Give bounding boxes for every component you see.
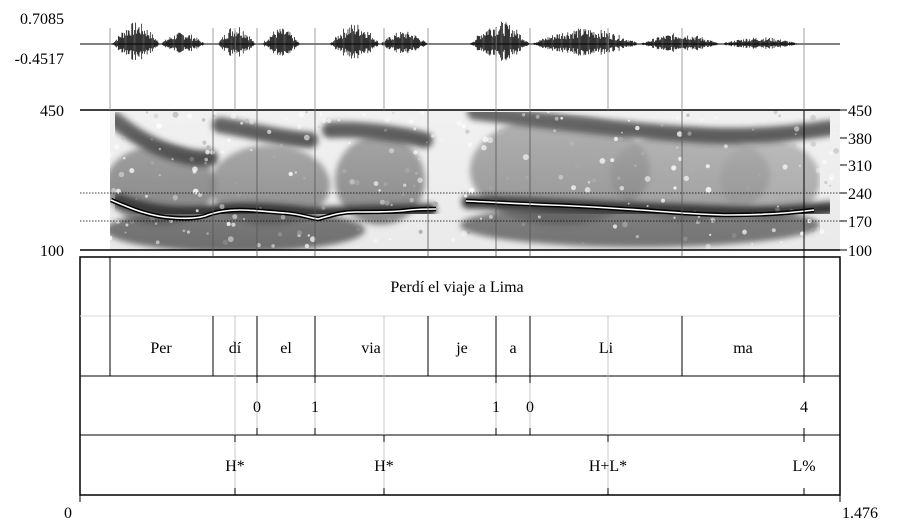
freq-tick-100: 100 — [848, 243, 872, 260]
amplitude-max-label: 0.7085 — [20, 11, 64, 28]
tone-label: H* — [374, 458, 394, 475]
waveform-panel — [80, 21, 840, 61]
freq-tick-310: 310 — [848, 158, 872, 175]
textgrid — [79, 256, 841, 496]
time-start-label: 0 — [64, 505, 72, 522]
time-end-label: 1.476 — [842, 505, 878, 522]
waveform-signal — [112, 21, 800, 61]
syllable-label: el — [280, 340, 292, 357]
freq-tick-240: 240 — [848, 186, 872, 203]
break-index-label: 0 — [526, 399, 534, 416]
break-index-label: 4 — [800, 399, 808, 416]
break-index-label: 1 — [492, 399, 500, 416]
syllable-label: dí — [229, 340, 242, 357]
phrase-label: Perdí el viaje a Lima — [390, 279, 523, 296]
boundary-guides — [109, 28, 805, 495]
syllable-label: via — [361, 340, 381, 357]
tone-label: H+L* — [589, 458, 627, 475]
syllable-label: ma — [733, 340, 753, 357]
freq-tick-170: 170 — [848, 214, 872, 231]
syllable-label: a — [509, 340, 516, 357]
spectrogram-bottom-label: 100 — [40, 243, 64, 260]
freq-tick-380: 380 — [848, 131, 872, 148]
time-axis: 0 1.476 — [64, 495, 878, 522]
tone-label: L% — [792, 458, 815, 475]
tone-label: H* — [225, 458, 245, 475]
break-index-tier: 0 1 1 0 4 — [253, 399, 808, 416]
syllable-label: je — [455, 340, 468, 357]
interval-boundaries — [109, 110, 805, 495]
spectrogram-top-label: 450 — [40, 103, 64, 120]
amplitude-min-label: -0.4517 — [15, 51, 64, 68]
syllable-label: Li — [599, 340, 614, 357]
frequency-axis-right: 450 380 310 240 170 100 — [840, 103, 872, 260]
syllable-tier: Per dí el via je a Li ma — [150, 340, 752, 357]
tone-tier: H* H* H+L* L% — [225, 458, 815, 475]
break-index-label: 0 — [253, 399, 261, 416]
syllable-label: Per — [150, 340, 172, 357]
freq-tick-450: 450 — [848, 103, 872, 120]
break-index-label: 1 — [311, 399, 319, 416]
spectrogram-panel — [80, 109, 840, 251]
